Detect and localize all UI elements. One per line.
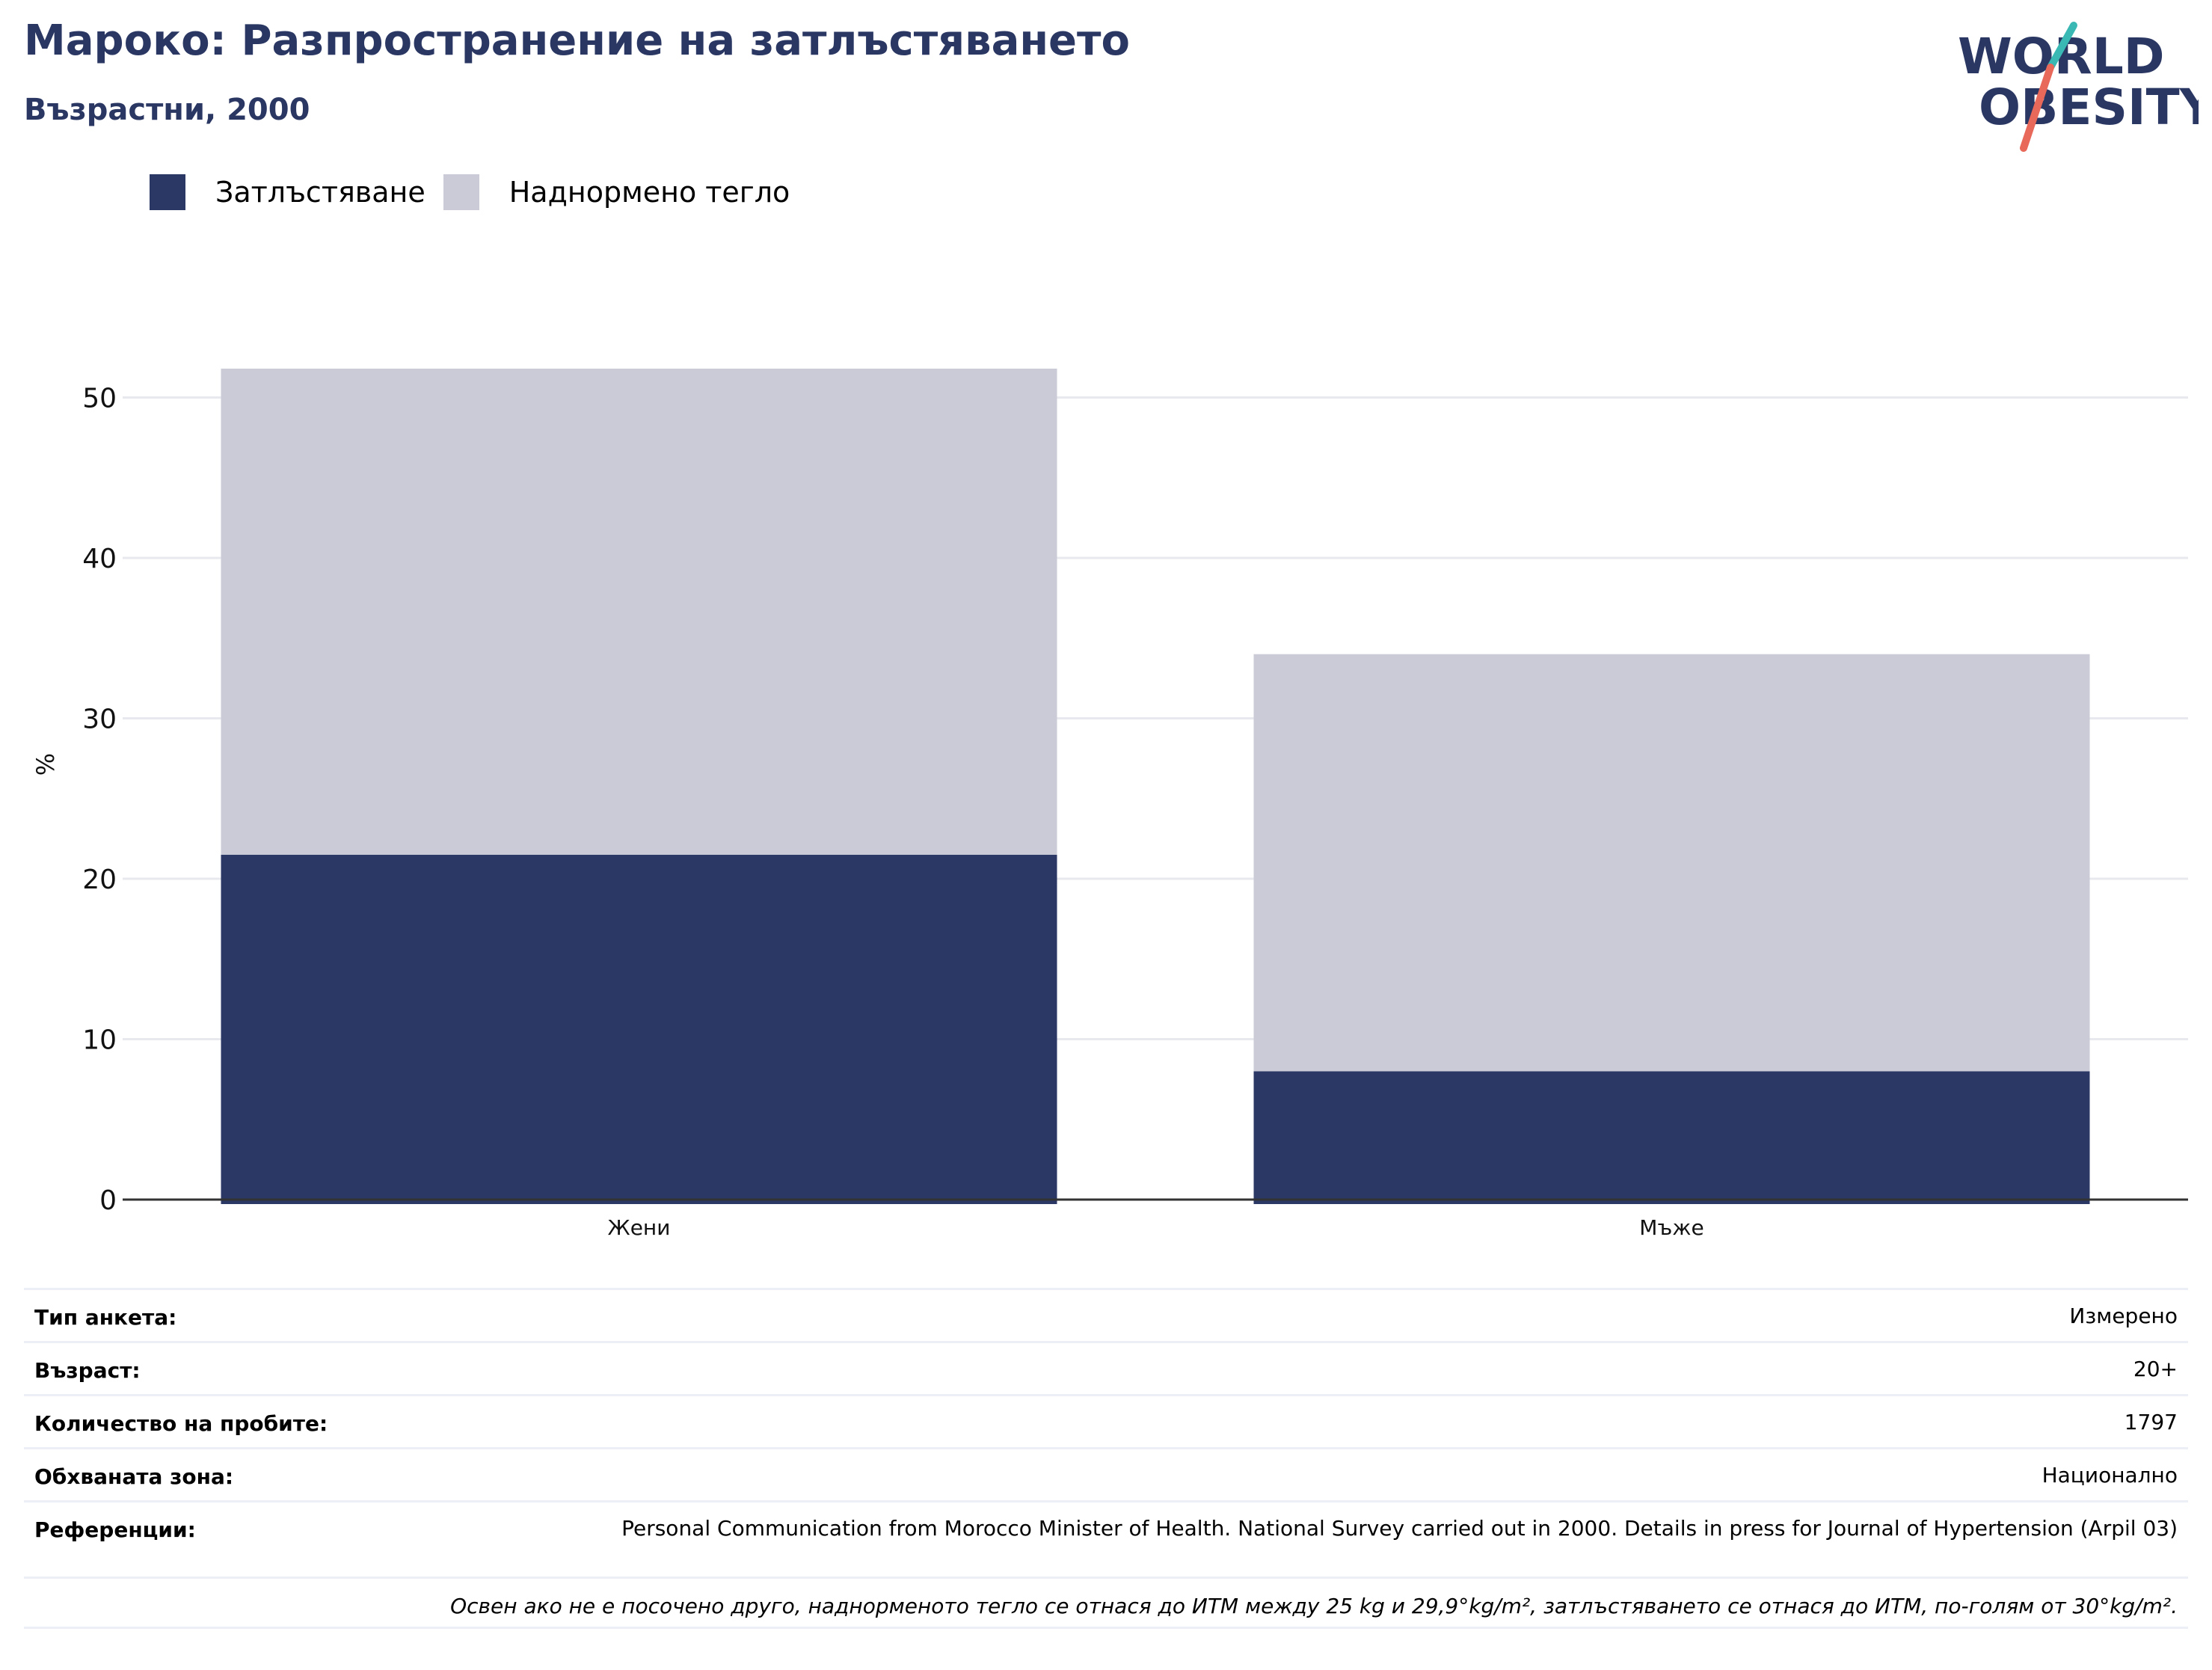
y-tick-label: 20 <box>82 865 117 895</box>
logo-slash-coral <box>2020 64 2054 152</box>
legend-swatch-overweight <box>443 174 479 210</box>
chart-subtitle: Възрастни, 2000 <box>24 93 310 127</box>
chart-title: Мароко: Разпространение на затлъстяванет… <box>24 16 1130 65</box>
world-obesity-logo: WORLD OBESITY <box>1958 22 2199 152</box>
info-row-age: Възраст: 20+ <box>24 1341 2188 1394</box>
y-tick-label: 10 <box>82 1025 117 1056</box>
chart-legend: Затлъстяване Наднормено тегло <box>150 174 808 211</box>
y-axis-label: % <box>31 753 60 776</box>
legend-item-obesity[interactable]: Затлъстяване <box>150 174 425 210</box>
info-row-area-covered: Обхваната зона: Национално <box>24 1447 2188 1500</box>
logo-word-obesity: OBESITY <box>1979 79 2199 136</box>
y-tick-label: 0 <box>99 1185 117 1216</box>
logo-slash-teal <box>2047 22 2077 71</box>
info-value: Национално <box>2042 1463 2178 1488</box>
logo-word-world: WORLD <box>1958 28 2165 85</box>
y-tick-label: 30 <box>82 704 117 735</box>
info-value: 1797 <box>2124 1410 2178 1434</box>
x-category-label: Жени <box>608 1215 671 1240</box>
info-row-references: Референции: Personal Communication from … <box>24 1500 2188 1577</box>
bmi-definition-note: Освен ако не е посочено друго, наднормен… <box>24 1577 2188 1629</box>
bar-chart: 0 10 20 30 40 50% Жени Мъже <box>31 368 2188 1240</box>
info-row-sample-size: Количество на пробите: 1797 <box>24 1394 2188 1447</box>
info-key: Референции: <box>34 1517 196 1542</box>
y-tick-label: 40 <box>82 544 117 574</box>
survey-info-table: Тип анкета: Измерено Възраст: 20+ Количе… <box>24 1288 2188 1629</box>
bar-overweight-women <box>221 368 1057 855</box>
legend-item-overweight[interactable]: Наднормено тегло <box>443 174 790 210</box>
bar-obesity-men <box>1253 1071 2090 1204</box>
x-category-label: Мъже <box>1639 1215 1703 1240</box>
info-value: Personal Communication from Morocco Mini… <box>621 1516 2178 1541</box>
info-value: 20+ <box>2133 1357 2178 1381</box>
info-value: Измерено <box>2069 1304 2178 1328</box>
bar-overweight-men <box>1253 654 2090 1072</box>
legend-swatch-obesity <box>150 174 185 210</box>
legend-label-obesity: Затлъстяване <box>215 176 425 209</box>
bar-obesity-women <box>221 854 1057 1204</box>
y-tick-label: 50 <box>82 384 117 414</box>
info-key: Обхваната зона: <box>34 1464 234 1489</box>
info-row-survey-type: Тип анкета: Измерено <box>24 1288 2188 1341</box>
info-key: Количество на пробите: <box>34 1411 328 1436</box>
info-key: Тип анкета: <box>34 1305 177 1330</box>
legend-label-overweight: Наднормено тегло <box>509 176 790 209</box>
info-key: Възраст: <box>34 1358 141 1383</box>
